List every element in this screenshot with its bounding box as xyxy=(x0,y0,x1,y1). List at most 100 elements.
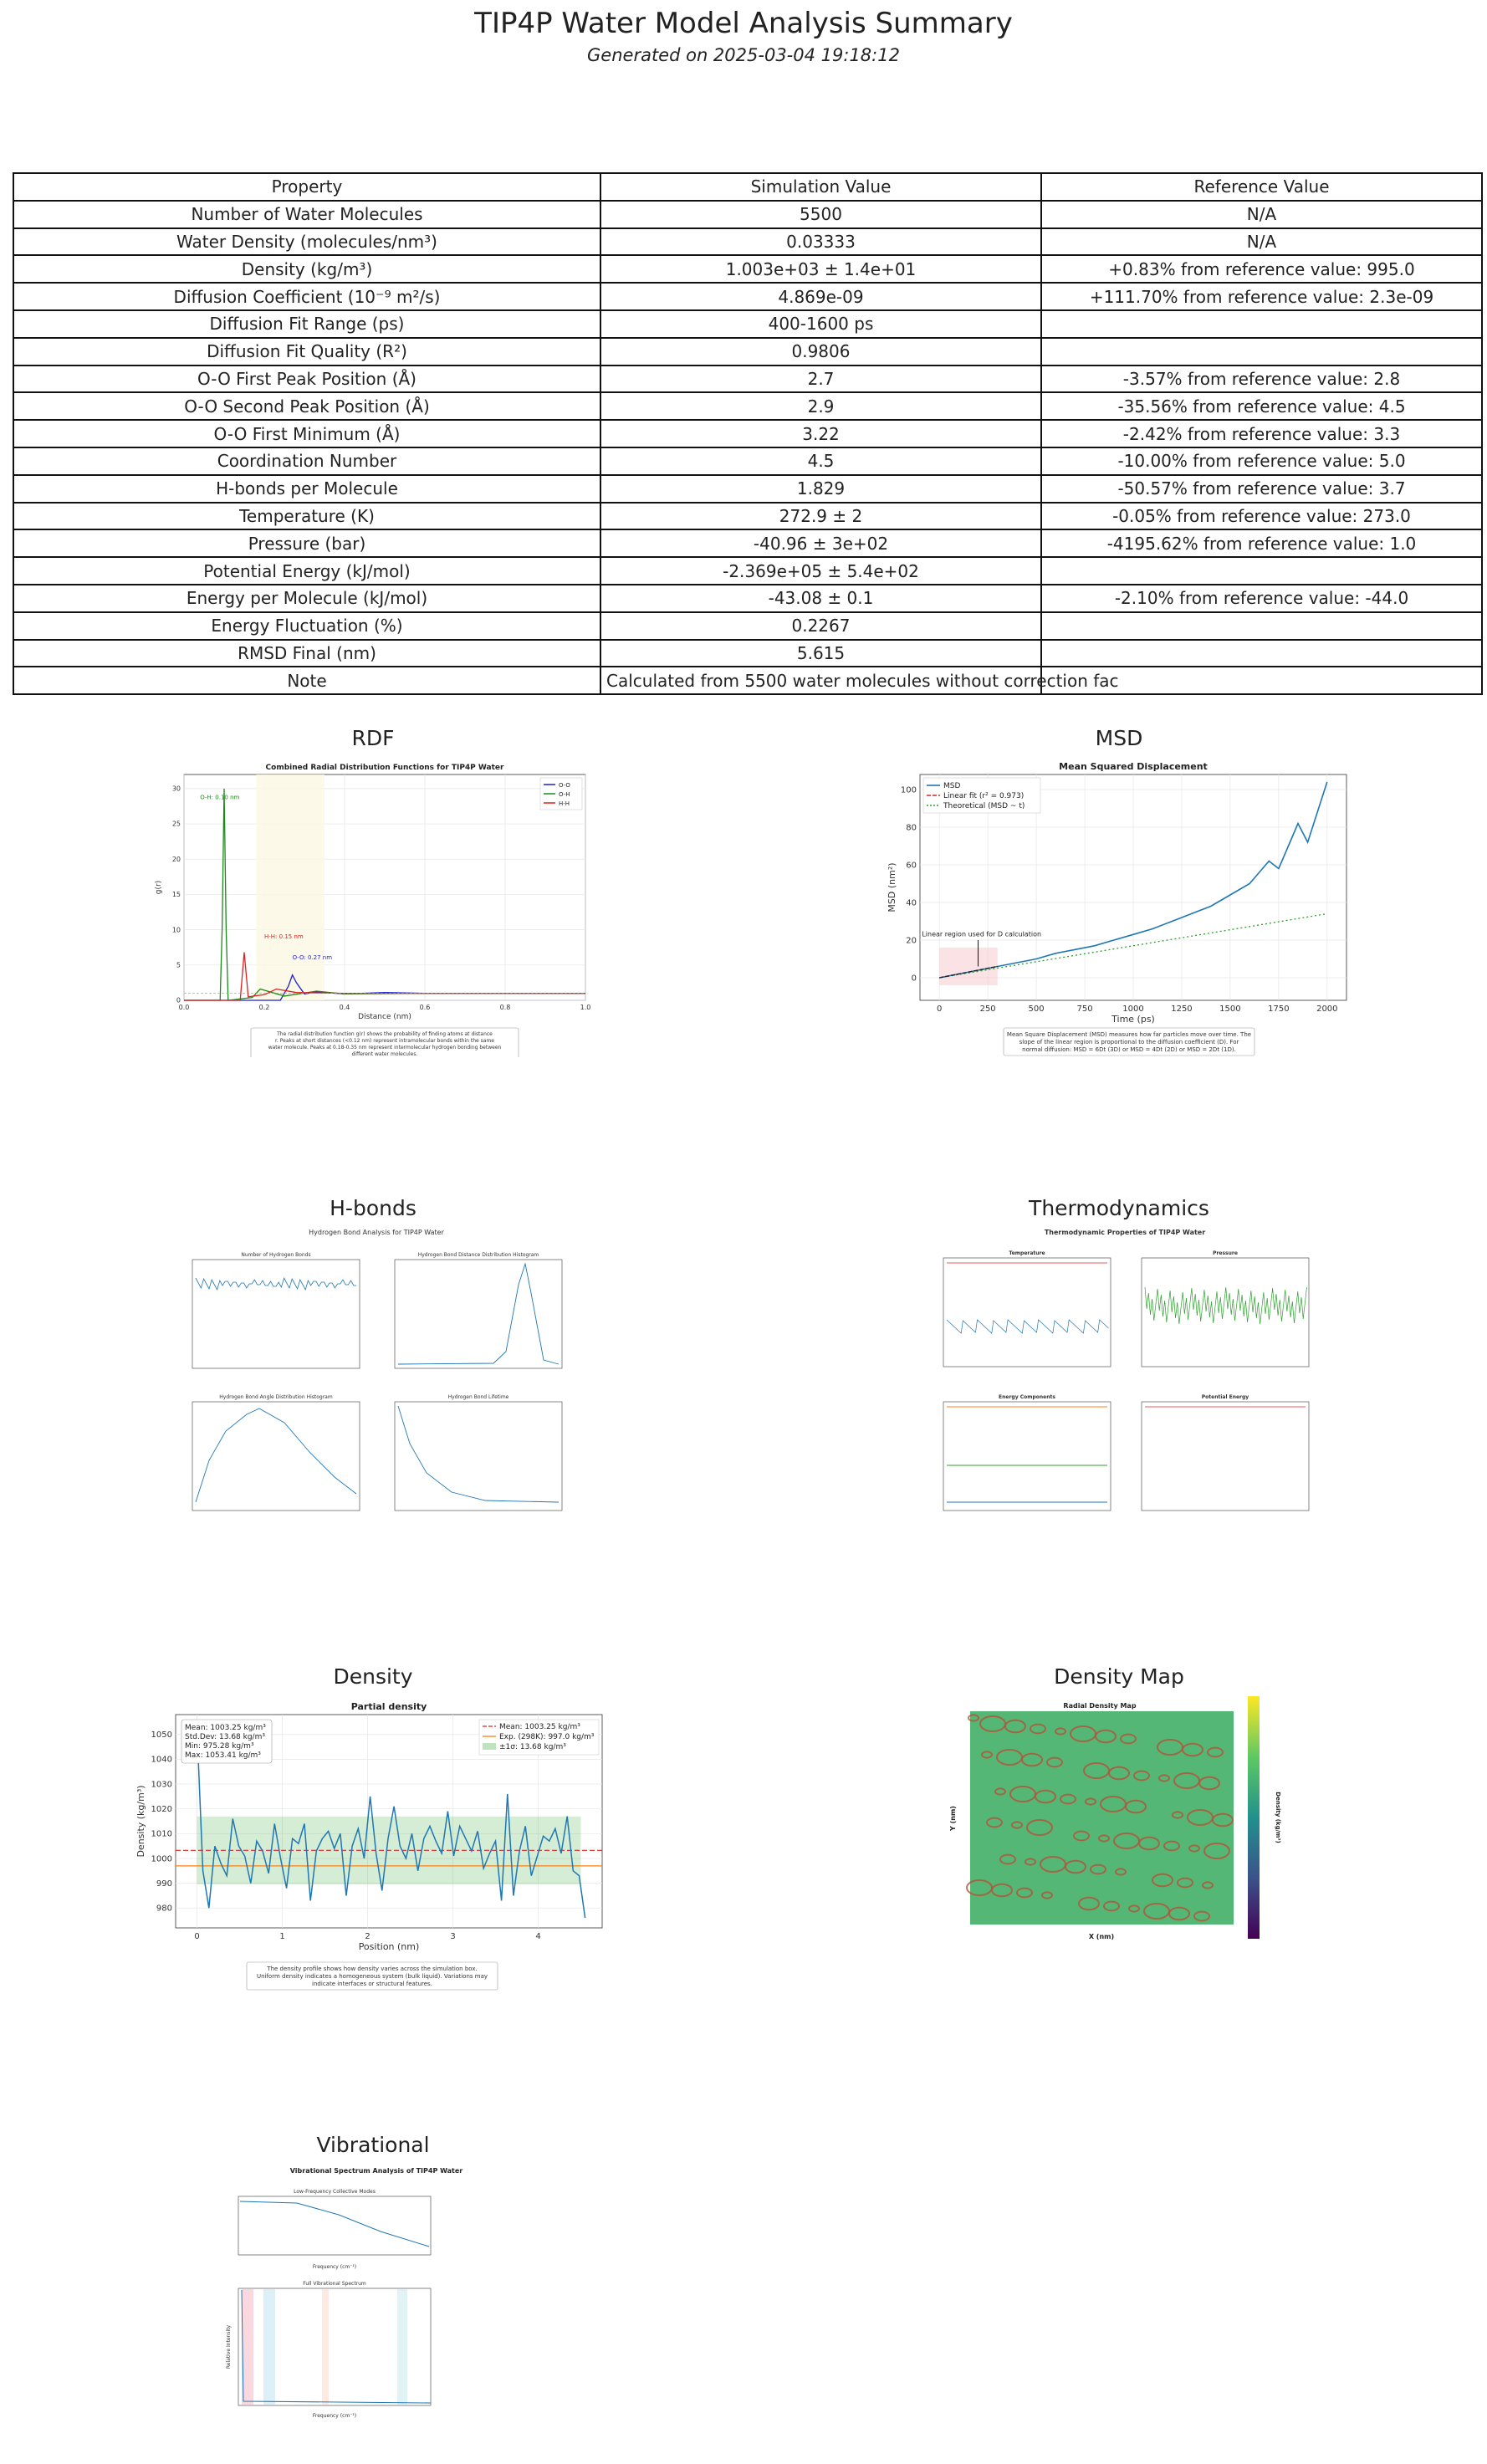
property-cell: Potential Energy (kJ/mol) xyxy=(13,556,601,585)
density-contour xyxy=(1030,1723,1046,1735)
table-row: Water Density (molecules/nm³) 0.03333 N/A xyxy=(13,227,1483,257)
subplot-title: Energy Components xyxy=(999,1394,1055,1400)
density-contour xyxy=(1177,1877,1193,1889)
density-chart: 0 1 2 3 4 980 990 1000 1010 1020 1030 1040 1050 Parti… xyxy=(135,1701,603,1991)
plot-title: Radial Density Map xyxy=(1063,1702,1136,1710)
reference-value-cell: N/A xyxy=(1040,199,1483,229)
property-cell: Diffusion Coefficient (10⁻⁹ m²/s) xyxy=(13,282,601,311)
x-tick-label: 500 xyxy=(1029,1005,1045,1014)
simulation-value-cell: 2.7 xyxy=(600,364,1042,394)
intermolecular-band xyxy=(256,774,324,1000)
legend-label: O-O xyxy=(559,782,570,789)
table-row: Potential Energy (kJ/mol) -2.369e+05 ± 5.… xyxy=(13,556,1483,585)
x-tick-label: 2000 xyxy=(1316,1005,1337,1014)
rdf-chart: 0.0 0.2 0.4 0.6 0.8 1.0 0 5 10 15 20 25 30 Combined R… xyxy=(155,764,591,1057)
y-tick-label: 990 xyxy=(156,1879,172,1889)
property-cell: Temperature (K) xyxy=(13,501,601,531)
property-cell: Diffusion Fit Quality (R²) xyxy=(13,336,601,366)
y-tick-label: 1010 xyxy=(151,1830,172,1839)
caption-box xyxy=(250,1027,519,1057)
x-tick-label: 0 xyxy=(194,1932,199,1941)
x-tick-label: 1.0 xyxy=(580,1004,591,1011)
table-row: Pressure (bar) -40.96 ± 3e+02 -4195.62% fr… xyxy=(13,529,1483,559)
reference-value-cell xyxy=(1040,611,1483,641)
y-tick-label: 5 xyxy=(176,961,181,969)
simulation-value-cell: 1.003e+03 ± 1.4e+01 xyxy=(600,254,1042,284)
hbonds-chart: Hydrogen Bond Analysis for TIP4P Water Nu… xyxy=(192,1229,563,1511)
mode-band xyxy=(242,2289,253,2405)
property-cell: Property xyxy=(13,172,601,202)
density-contour xyxy=(1193,1910,1210,1922)
reference-value-cell: -3.57% from reference value: 2.8 xyxy=(1040,364,1483,394)
reference-value-cell: -4195.62% from reference value: 1.0 xyxy=(1040,529,1483,559)
property-cell: Pressure (bar) xyxy=(13,529,601,559)
simulation-value-cell: 1.829 xyxy=(600,473,1042,504)
density-map-area xyxy=(970,1711,1234,1925)
stats-text: Mean: 1003.25 kg/m³ xyxy=(185,1724,266,1732)
x-tick-label: 750 xyxy=(1076,1005,1092,1014)
simulation-value-cell: 4.5 xyxy=(600,446,1042,476)
rdf-annotation: O-H: 0.10 nm xyxy=(200,795,239,801)
density-contour xyxy=(1090,1863,1106,1875)
density-contour xyxy=(1128,1904,1140,1913)
subplot-title: Pressure xyxy=(1213,1250,1238,1256)
stats-text: Min: 975.28 kg/m³ xyxy=(185,1742,254,1751)
x-tick-label: 250 xyxy=(980,1005,996,1014)
density-map-panel-title: Density Map xyxy=(1054,1664,1184,1689)
table-row: Temperature (K) 272.9 ± 2 -0.05% from refe… xyxy=(13,501,1483,531)
mode-band xyxy=(322,2289,329,2405)
simulation-value-cell: -43.08 ± 0.1 xyxy=(600,583,1042,613)
x-axis-label: Frequency (cm⁻¹) xyxy=(313,2413,356,2419)
reference-value-cell xyxy=(1040,309,1483,339)
y-tick-label: 1030 xyxy=(151,1780,172,1789)
rdf-panel-title: RDF xyxy=(351,726,395,750)
subplot-frame xyxy=(192,1401,360,1511)
simulation-value-cell: 3.22 xyxy=(600,419,1042,448)
x-tick-label: 0.2 xyxy=(259,1004,270,1011)
simulation-value-cell: 272.9 ± 2 xyxy=(600,501,1042,531)
x-tick-label: 0.0 xyxy=(179,1004,190,1011)
table-row: Coordination Number 4.5 -10.00% from refer… xyxy=(13,446,1483,476)
msd-theoretical-line xyxy=(939,912,1327,979)
density-contour xyxy=(1055,1727,1066,1736)
simulation-value-cell: 4.869e-09 xyxy=(600,282,1042,311)
simulation-value-cell: 2.9 xyxy=(600,391,1042,422)
property-cell: O-O Second Peak Position (Å) xyxy=(13,391,601,422)
plot-title: Mean Squared Displacement xyxy=(1059,761,1208,772)
density-contour xyxy=(1187,1809,1214,1826)
msd-annotation: Linear region used for D calculation xyxy=(922,931,1041,938)
x-axis-label: Frequency (cm⁻¹) xyxy=(313,2264,356,2270)
caption-box xyxy=(1003,1027,1255,1056)
density-contour xyxy=(999,1853,1016,1865)
plot-title: Combined Radial Distribution Functions f… xyxy=(266,764,504,772)
x-axis-label: Position (nm) xyxy=(359,1941,420,1952)
summary-table: Property Simulation Value Reference Value N… xyxy=(13,172,1483,696)
legend-label: MSD xyxy=(943,782,960,790)
table-row: Diffusion Fit Quality (R²) 0.9806 xyxy=(13,336,1483,366)
colorbar xyxy=(1248,1696,1260,1939)
reference-value-cell: +111.70% from reference value: 2.3e-09 xyxy=(1040,282,1483,311)
low-frequency-line xyxy=(239,2201,430,2247)
density-contour xyxy=(1083,1762,1110,1779)
table-row: Note Calculated from 5500 water molecules… xyxy=(13,666,1483,696)
x-tick-label: 2 xyxy=(365,1932,370,1941)
y-tick-label: 10 xyxy=(172,926,181,933)
x-tick-label: 3 xyxy=(450,1932,455,1941)
table-row: Number of Water Molecules 5500 N/A xyxy=(13,199,1483,229)
x-tick-label: 0 xyxy=(937,1005,942,1014)
stats-box xyxy=(181,1719,273,1764)
density-contour xyxy=(1103,1900,1120,1912)
caption-text: r. Peaks at short distances (<0.12 nm) r… xyxy=(275,1038,494,1044)
reference-value-cell: Reference Value xyxy=(1040,172,1483,202)
rdf-series-o-h xyxy=(184,788,585,1001)
legend-label: H-H xyxy=(559,800,570,807)
density-contour xyxy=(1115,1868,1127,1876)
table-header-row: Property Simulation Value Reference Value xyxy=(13,172,1483,202)
y-tick-label: 0 xyxy=(176,997,181,1005)
table-row: O-O Second Peak Position (Å) 2.9 -35.56% f… xyxy=(13,391,1483,422)
y-tick-label: 80 xyxy=(906,823,917,832)
y-axis-label: Relative Intensity xyxy=(226,2324,232,2369)
density-contour xyxy=(1120,1733,1137,1745)
caption-text: The radial distribution function g(r) sh… xyxy=(276,1031,493,1037)
plot-title: Hydrogen Bond Analysis for TIP4P Water xyxy=(309,1229,444,1236)
